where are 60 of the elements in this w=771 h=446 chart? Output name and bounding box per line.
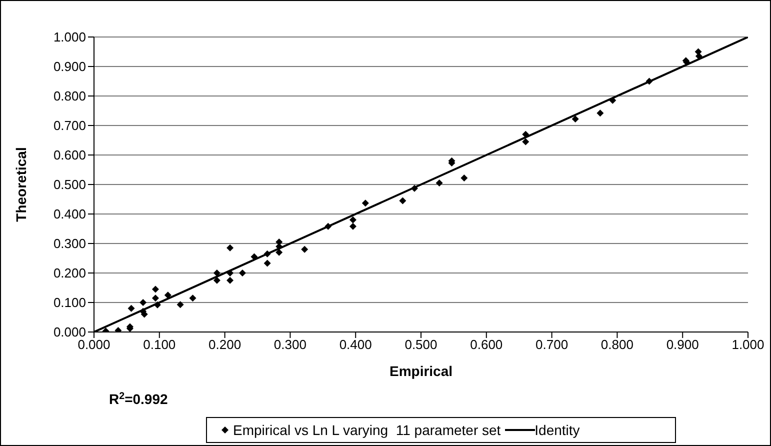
point (522, 138, 530, 146)
point (152, 286, 159, 293)
point (226, 276, 234, 284)
point (189, 294, 196, 302)
legend-label: Empirical vs Ln L varying 11 parameter set (233, 422, 501, 438)
y-tick-label: 0.400 (53, 206, 86, 222)
y-tick-label: 1.000 (53, 30, 86, 45)
point (176, 301, 184, 308)
x-tick-label: 0.300 (274, 337, 306, 352)
point (460, 174, 468, 182)
point (213, 270, 220, 276)
y-tick-label: 0.100 (53, 295, 86, 310)
point (276, 248, 283, 256)
point (264, 250, 271, 258)
y-tick-label: 0.300 (53, 236, 86, 252)
x-tick-label: 0.900 (666, 337, 699, 352)
point (238, 270, 246, 276)
point (164, 292, 172, 299)
point (522, 130, 530, 138)
x-tick-label: 0.700 (536, 337, 568, 352)
point (609, 96, 616, 104)
x-tick-label: 0.100 (143, 337, 176, 352)
point (399, 197, 406, 204)
x-tick-label: 0.600 (470, 337, 503, 352)
point (324, 222, 332, 230)
x-axis-title: Empirical (389, 363, 453, 379)
point (436, 180, 443, 187)
point (646, 78, 653, 85)
point (572, 116, 579, 123)
x-tick-label: 0.500 (404, 337, 438, 352)
y-tick-label: 0.900 (53, 59, 86, 74)
point (213, 276, 220, 284)
point (140, 299, 147, 306)
y-tick-label: 0.600 (53, 148, 86, 163)
y-tick-label: 0.200 (53, 266, 86, 281)
point (362, 200, 369, 207)
x-tick-label: 0.400 (339, 337, 372, 352)
x-tick-label: 0.800 (600, 337, 634, 352)
y-tick-label: 0.000 (53, 324, 86, 340)
x-tick-label: 0.200 (208, 337, 242, 352)
text: R$^{2}$=0.992 (109, 390, 168, 407)
point (152, 294, 159, 302)
y-tick-label: 0.500 (53, 177, 86, 192)
legend-label: Identity (534, 422, 580, 438)
point (250, 253, 258, 260)
point (226, 270, 234, 276)
point (410, 184, 418, 192)
point (264, 260, 271, 267)
point (154, 301, 161, 308)
x-tick-label: 1.000 (732, 337, 764, 352)
point (128, 304, 135, 312)
point (226, 244, 234, 252)
point (301, 246, 308, 253)
point (596, 110, 604, 117)
y-axis-title: Theoretical (12, 147, 29, 222)
point (349, 216, 356, 224)
x-tick-label: 0.000 (78, 337, 110, 352)
y-tick-label: 0.700 (53, 118, 86, 134)
y-tick-label: 0.800 (53, 88, 86, 104)
point (349, 222, 356, 230)
